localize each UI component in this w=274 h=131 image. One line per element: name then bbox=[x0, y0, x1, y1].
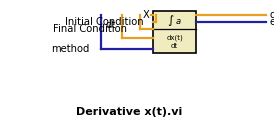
Text: dt: dt bbox=[171, 43, 178, 49]
FancyBboxPatch shape bbox=[153, 11, 196, 53]
Text: Final Condition: Final Condition bbox=[53, 24, 127, 34]
Text: Derivative x(t).vi: Derivative x(t).vi bbox=[76, 107, 182, 117]
Text: method: method bbox=[51, 44, 89, 54]
Text: $\int$ $a$: $\int$ $a$ bbox=[167, 13, 182, 28]
Text: dt: dt bbox=[106, 20, 116, 30]
Text: dx(t): dx(t) bbox=[166, 34, 183, 41]
Text: X: X bbox=[142, 10, 149, 20]
Text: Initial Condition: Initial Condition bbox=[65, 17, 144, 27]
Text: error: error bbox=[270, 17, 274, 27]
Text: dX/dt: dX/dt bbox=[270, 10, 274, 20]
